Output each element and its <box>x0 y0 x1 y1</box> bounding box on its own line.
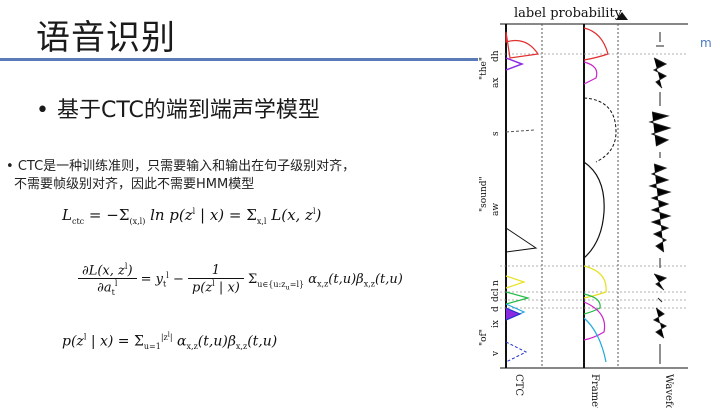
corner-mark: m <box>700 36 712 50</box>
sub-bullet-line-2: 不需要帧级别对齐，因此不需要HMM模型 <box>14 177 255 192</box>
formula-2-fraction: 1 p(zl | x) <box>187 263 244 296</box>
ctc-spike-s <box>505 129 535 133</box>
ctc-spike-green <box>505 291 531 305</box>
formula-1-text: Lctc = −Σ(x,l) ln p(zl | x) = Σx,l L(x, … <box>62 206 322 226</box>
header-arrow-icon <box>616 12 628 20</box>
bullet-dot-icon: • <box>36 98 49 123</box>
framewise-dashed-s <box>583 97 617 163</box>
ctc-spike-v <box>505 341 528 363</box>
ctc-spike-blue <box>505 307 522 321</box>
phone-label-dcl: dcl <box>491 288 501 302</box>
sub-bullet: • CTC是一种训练准则，只需要输入和输出在句子级别对齐， 不需要帧级别对齐，因… <box>6 158 406 194</box>
phone-label-aw: aw <box>491 203 501 216</box>
title-underline <box>0 58 478 61</box>
phone-label-ix: ix <box>491 320 501 328</box>
phone-label-ax: ax <box>491 78 501 88</box>
framewise-red <box>583 27 609 61</box>
figure-header: label probability <box>514 6 623 21</box>
word-label-of: "of" <box>479 329 489 346</box>
sub-bullet-dot-icon: • <box>6 159 14 174</box>
word-label-sound: "sound" <box>479 176 489 212</box>
framewise-magenta <box>583 61 598 85</box>
formula-probability: p(zl | x) = Σu=1|zl| αx,z(t,u)βx,z(t,u) <box>62 330 278 352</box>
phone-label-dh: dh <box>491 50 501 62</box>
phone-label-v: v <box>491 350 501 357</box>
ctc-spike-aw <box>505 227 538 253</box>
figure-svg: dh ax s aw n dcl d ix v "the" "sound" "o… <box>479 12 688 412</box>
slide-title: 语音识别 <box>36 18 176 58</box>
column-label-ctc: CTC <box>513 374 524 396</box>
column-label-framewise: Framewise <box>589 374 600 408</box>
framewise-purple <box>583 301 606 341</box>
ctc-spike-purple <box>505 57 525 71</box>
framewise-cyan <box>583 317 607 363</box>
framewise-aw <box>583 161 605 259</box>
formula-2-lhs: ∂L(x, zl) ∂atl <box>78 262 137 297</box>
waveform <box>648 32 672 364</box>
word-label-the: "the" <box>479 57 489 80</box>
phone-label-s: s <box>491 131 501 136</box>
framewise-green <box>583 293 601 315</box>
formula-gradient: ∂L(x, zl) ∂atl = ytl − 1 p(zl | x) Σu∈{u:z… <box>78 262 403 297</box>
ctc-spike-red <box>505 31 540 59</box>
main-bullet-text: 基于CTC的端到端声学模型 <box>56 98 320 123</box>
phone-label-d: d <box>491 306 501 312</box>
ctc-alignment-figure: label probability <box>476 2 696 412</box>
column-label-waveform: Waveform <box>663 374 674 408</box>
sub-bullet-line-1: CTC是一种训练准则，只需要输入和输出在句子级别对齐， <box>17 159 356 174</box>
phone-label-n: n <box>491 280 501 286</box>
ctc-spike-yellow <box>505 275 526 289</box>
framewise-yellow <box>583 265 607 299</box>
formula-ctc-loss: Lctc = −Σ(x,l) ln p(zl | x) = Σx,l L(x, … <box>62 206 321 226</box>
main-bullet: • 基于CTC的端到端声学模型 <box>36 92 320 124</box>
